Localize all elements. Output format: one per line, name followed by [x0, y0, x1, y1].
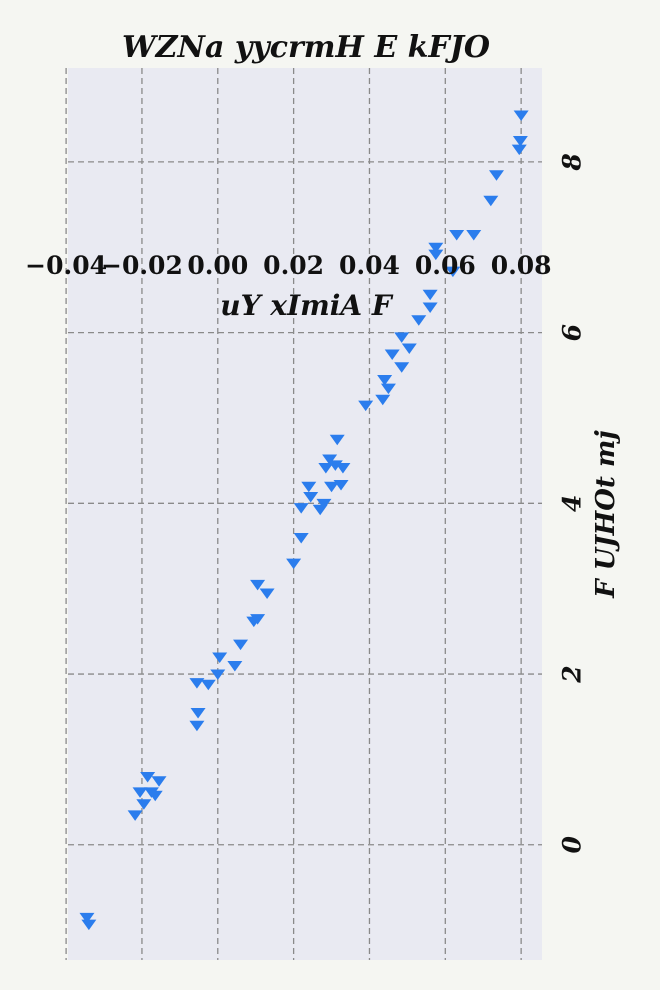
x-tick-label: 0.04 — [339, 251, 400, 280]
data-point — [394, 362, 410, 373]
data-point — [324, 481, 340, 493]
data-point — [428, 242, 444, 254]
data-point — [136, 799, 152, 810]
data-points — [79, 110, 529, 931]
data-point — [329, 434, 345, 446]
data-point — [377, 375, 393, 386]
data-point — [301, 481, 317, 493]
x-tick-label: 0.00 — [187, 251, 248, 280]
data-point — [210, 669, 226, 681]
x-tick-label: −0.04 — [25, 251, 107, 280]
data-point — [140, 771, 156, 783]
y-tick-labels: 0 2 4 6 8 — [558, 153, 587, 853]
data-point — [259, 588, 275, 599]
data-point — [375, 394, 391, 406]
chart-title: WZNa yycrmH E kFJO — [122, 30, 490, 65]
data-point — [81, 919, 97, 931]
x-tick-labels: −0.04−0.02 0.00 0.02 0.04 0.06 0.08 — [25, 251, 551, 280]
data-point — [449, 229, 465, 241]
data-point — [322, 454, 338, 465]
data-point — [466, 229, 482, 241]
x-axis-label: uY xImiA F — [220, 289, 394, 322]
data-point — [79, 912, 95, 924]
data-point — [316, 498, 332, 510]
data-point — [212, 652, 228, 663]
x-tick-label: 0.02 — [263, 251, 324, 280]
data-point — [513, 110, 529, 121]
y-tick-label: 4 — [558, 495, 587, 512]
data-point — [151, 776, 167, 787]
plot-area — [68, 68, 542, 960]
data-point — [411, 315, 427, 326]
x-tick-label: 0.08 — [491, 251, 552, 280]
data-point — [200, 679, 216, 691]
y-tick-label: 8 — [558, 153, 587, 171]
data-point — [512, 136, 528, 147]
data-point — [401, 343, 417, 354]
data-point — [483, 195, 499, 207]
data-point — [250, 579, 266, 591]
data-point — [127, 810, 143, 821]
y-axis-label: F UJHOt mj — [591, 430, 621, 599]
data-point — [132, 787, 148, 798]
data-point — [286, 558, 302, 570]
data-point — [190, 707, 206, 719]
data-point — [147, 790, 163, 802]
x-tick-label: −0.02 — [101, 251, 183, 280]
data-point — [189, 720, 205, 732]
y-tick-label: 6 — [558, 324, 587, 341]
data-point — [293, 532, 309, 544]
data-point — [335, 462, 351, 474]
data-point — [394, 332, 410, 343]
data-point — [488, 170, 504, 181]
data-point — [233, 639, 249, 651]
data-point — [318, 462, 334, 474]
data-point — [227, 661, 243, 672]
data-point — [422, 289, 438, 301]
data-point — [380, 383, 396, 395]
data-point — [293, 503, 309, 514]
data-point — [428, 249, 444, 261]
data-point — [303, 492, 319, 503]
data-point — [445, 266, 461, 278]
data-point — [358, 400, 374, 412]
data-point — [384, 349, 400, 360]
data-point — [511, 144, 527, 156]
data-point — [422, 302, 438, 314]
data-point — [333, 480, 349, 491]
data-point — [250, 614, 266, 625]
x-tick-label: 0.06 — [415, 251, 476, 280]
data-point — [189, 678, 205, 689]
y-tick-label: 2 — [558, 665, 587, 683]
y-tick-label: 0 — [558, 835, 587, 853]
